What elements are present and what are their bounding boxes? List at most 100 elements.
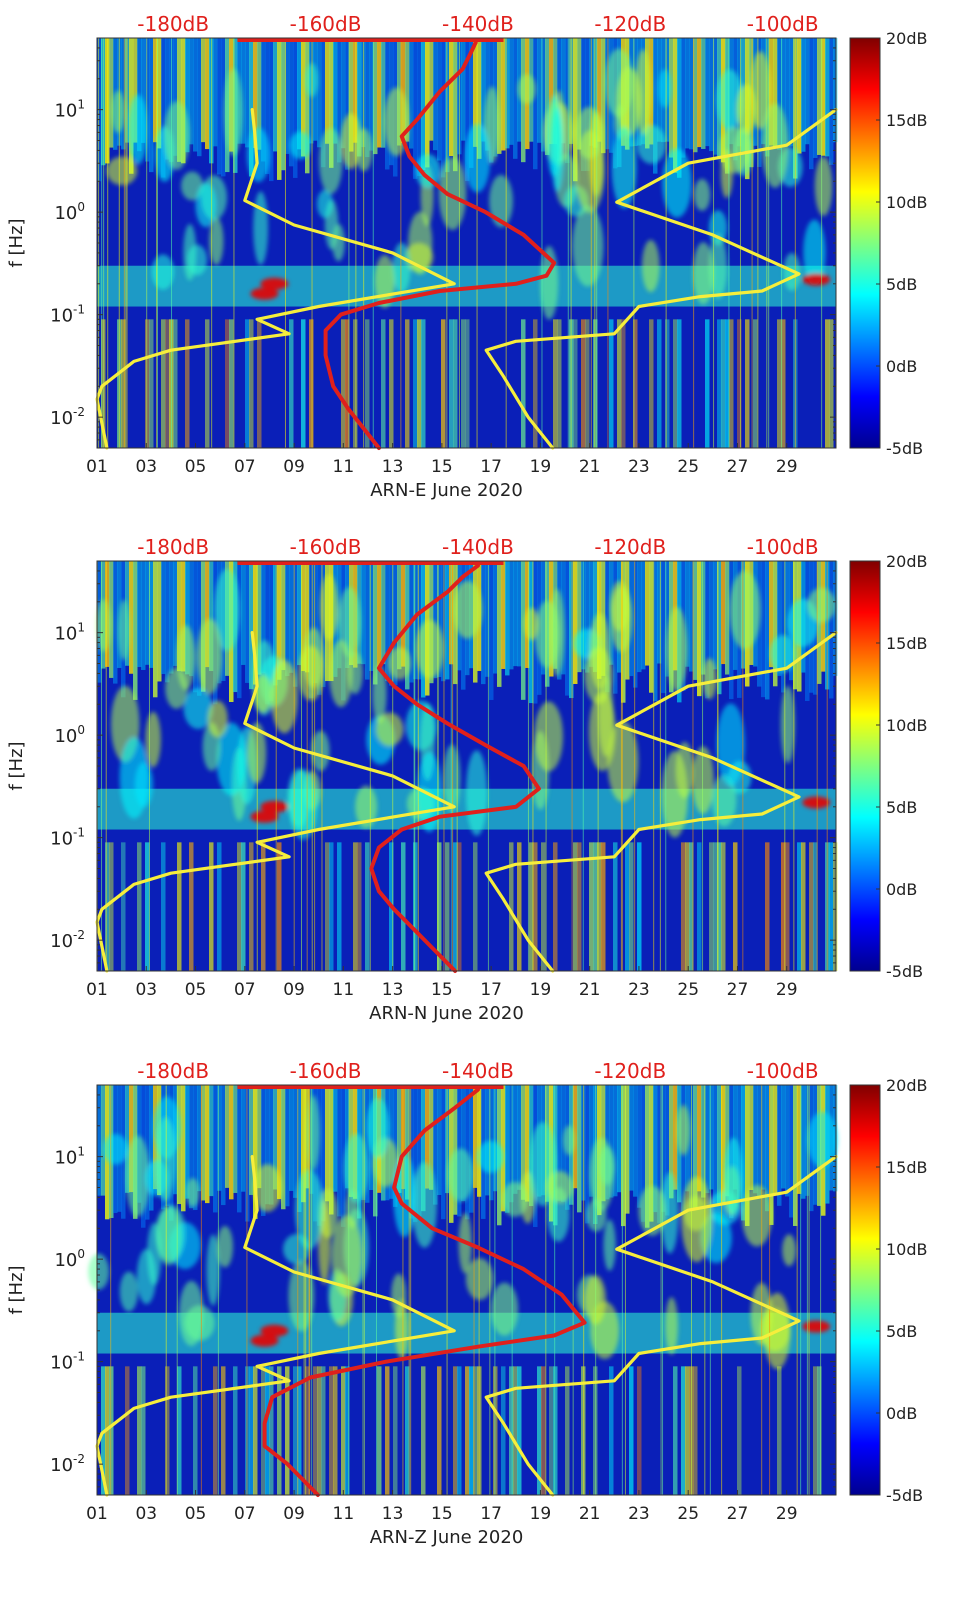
top-red-strip [237,561,504,565]
x-tick-label: 07 [234,457,256,477]
x-tick-label: 03 [135,457,157,477]
x-tick-label: 11 [333,457,355,477]
spectrogram-lines [110,1085,822,1495]
y-tick-label: 101 [54,98,85,122]
top-db-tick-label: -140dB [442,1059,514,1083]
overlay-curves [95,40,838,450]
x-tick-label: 25 [677,1504,699,1524]
red-noise-model-curve [323,40,557,450]
x-axis-label: ARN-Z June 2020 [370,1527,524,1548]
y-tick-base: 10 [50,1353,73,1374]
hotspot [250,1334,279,1347]
y-tick-exponent: 1 [77,621,85,635]
x-tick-label: 05 [185,980,207,1000]
top-db-tick-label: -120dB [594,535,666,559]
y-tick-exponent: 0 [77,1247,85,1261]
top-db-tick-label: -160dB [290,1059,362,1083]
y-axis-label: f [Hz] [6,1265,27,1314]
top-db-axis: -180dB -160dB -140dB -120dB -100dB [137,535,818,559]
colorbar: 20dB 15dB 10dB 5dB 0dB -5dB [849,1076,928,1505]
x-tick-label: 15 [431,980,453,1000]
y-tick-label: 10-2 [50,928,85,952]
y-tick-base: 10 [54,1148,77,1169]
y-tick-label: 100 [54,200,85,224]
y-tick-exponent: 1 [77,98,85,112]
top-db-tick-label: -160dB [290,12,362,36]
colorbar-tick-label: 20dB [886,552,928,571]
top-db-tick-label: -180dB [137,1059,209,1083]
x-tick-label: 01 [86,1504,108,1524]
yellow-noise-model-curve [484,1154,838,1497]
x-tick-label: 01 [86,457,108,477]
y-tick-label: 10-1 [50,826,85,850]
x-tick-label: 09 [283,457,305,477]
x-axis-label: ARN-N June 2020 [369,1003,524,1024]
hotspot [260,277,289,290]
hotspot [260,1324,289,1337]
hotspot [260,800,289,813]
red-noise-model-curve [369,563,541,973]
x-tick-label: 13 [382,980,404,1000]
hotspot [250,287,279,300]
y-tick-base: 10 [54,101,77,122]
colorbar-tick-label: 15dB [886,111,928,130]
colorbar-tick-label: 0dB [886,880,917,899]
x-tick-label: 05 [185,457,207,477]
y-axis-label: f [Hz] [6,218,27,267]
yellow-noise-model-curve [484,630,838,973]
x-tick-label: 23 [628,1504,650,1524]
x-tick-label: 27 [727,457,749,477]
y-tick-base: 10 [50,829,73,850]
x-tick-label: 27 [727,1504,749,1524]
y-tick-label: 10-2 [50,1452,85,1476]
y-tick-label: 101 [54,621,85,645]
x-tick-label: 17 [480,980,502,1000]
colorbar-tick-label: 0dB [886,1404,917,1423]
y-tick-exponent: 0 [77,200,85,214]
x-tick-label: 09 [283,980,305,1000]
colorbar-tick-label: 5dB [886,275,917,294]
x-tick-label: 03 [135,1504,157,1524]
yellow-noise-model-curve [95,1154,456,1497]
x-tick-label: 19 [530,457,552,477]
x-tick-label: 07 [234,980,256,1000]
x-tick-label: 25 [677,457,699,477]
overlay-curves [95,1087,838,1497]
spectrogram-lines [96,561,828,971]
top-db-tick-label: -160dB [290,535,362,559]
x-axis: 01 03 05 07 09 11 13 15 17 19 21 23 25 27 29 ARN-E June… [86,443,798,501]
colorbar-tick-label: 10dB [886,716,928,735]
x-tick-label: 11 [333,980,355,1000]
y-tick-label: 10-1 [50,303,85,327]
top-db-tick-label: -100dB [747,12,819,36]
top-red-strip [237,38,504,42]
hotspot [802,796,831,809]
y-tick-exponent: -1 [73,303,85,317]
y-axis-label: f [Hz] [6,741,27,790]
overlay-curves [95,563,838,973]
y-tick-base: 10 [54,624,77,645]
x-axis: 01 03 05 07 09 11 13 15 17 19 21 23 25 27 29 ARN-Z June… [86,1490,798,1548]
y-tick-base: 10 [50,931,73,952]
top-db-tick-label: -180dB [137,12,209,36]
hotspot [802,273,831,286]
y-tick-base: 10 [54,1250,77,1271]
x-tick-label: 17 [480,457,502,477]
y-tick-label: 100 [54,1247,85,1271]
y-tick-base: 10 [50,1455,73,1476]
x-tick-label: 13 [382,457,404,477]
hotspot [250,810,279,823]
colorbar-gradient [849,37,881,449]
top-db-tick-label: -140dB [442,535,514,559]
y-tick-exponent: 0 [77,723,85,737]
colorbar-tick-label: 10dB [886,193,928,212]
y-tick-label: 10-2 [50,405,85,429]
colorbar-gradient [849,560,881,972]
yellow-noise-model-curve [484,107,838,450]
y-tick-exponent: -1 [73,826,85,840]
y-tick-exponent: -2 [73,928,85,942]
